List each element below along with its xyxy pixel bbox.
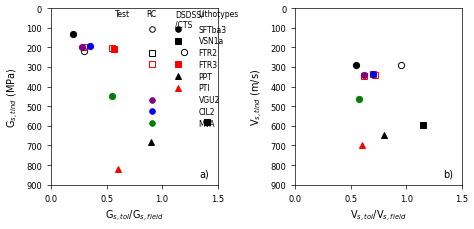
Text: b): b) xyxy=(443,169,453,179)
X-axis label: V$_{s,tol}$/V$_{s,field}$: V$_{s,tol}$/V$_{s,field}$ xyxy=(350,208,407,224)
Text: a): a) xyxy=(199,169,209,179)
X-axis label: G$_{s,tol}$/G$_{s,field}$: G$_{s,tol}$/G$_{s,field}$ xyxy=(105,208,164,224)
Y-axis label: G$_{s,tind}$ (MPa): G$_{s,tind}$ (MPa) xyxy=(6,67,21,127)
Y-axis label: V$_{s,tind}$ (m/s): V$_{s,tind}$ (m/s) xyxy=(250,68,265,125)
